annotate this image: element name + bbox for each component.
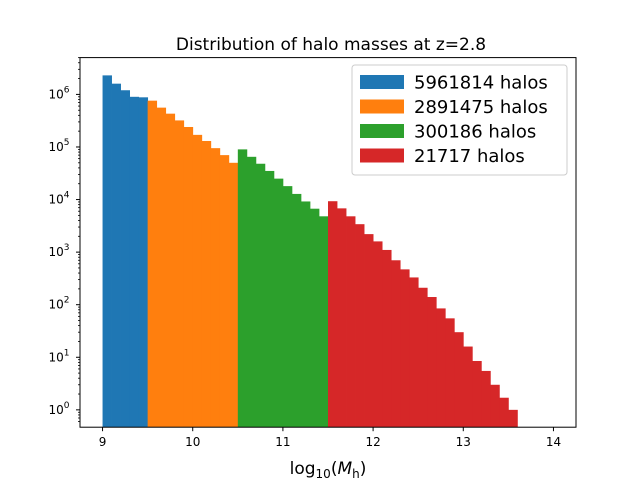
bar-series-2-bin-5 <box>282 186 293 428</box>
bar-series-3-bin-17 <box>481 370 491 428</box>
bar-series-3-bin-6 <box>382 249 392 428</box>
legend-box <box>351 64 568 176</box>
bar-series-3-bin-4 <box>364 234 374 428</box>
y-axis: 100 101 102 103 104 105 106 <box>48 57 80 422</box>
y-tick-label: 104 <box>48 191 69 207</box>
y-tick-label: 102 <box>48 296 69 312</box>
y-tick-label: 105 <box>48 138 69 154</box>
bar-series-3-bin-16 <box>472 360 482 428</box>
legend-label: 5961814 halos <box>414 73 548 94</box>
bar-series-1-bin-3 <box>174 120 185 428</box>
bar-series-2-bin-8 <box>309 208 320 428</box>
x-tick-label: 9 <box>99 435 107 449</box>
legend-label: 300186 halos <box>414 122 536 143</box>
bar-series-1-bin-9 <box>228 162 239 428</box>
x-tick-label: 11 <box>275 435 290 449</box>
bar-series-3-bin-9 <box>409 277 419 428</box>
bar-series-2-bin-4 <box>273 178 284 428</box>
bar-series-3-bin-14 <box>454 332 464 428</box>
bar-series-0-bin-1 <box>111 83 121 428</box>
bar-series-2-bin-3 <box>264 170 275 428</box>
y-tick-label: 100 <box>48 401 69 417</box>
bar-series-1-bin-6 <box>201 140 212 428</box>
bar-series-1-bin-7 <box>210 148 221 428</box>
bar-series-3-bin-10 <box>418 287 428 428</box>
chart-title: Distribution of halo masses at z=2.8 <box>176 35 486 55</box>
y-tick-label: 101 <box>48 348 69 364</box>
legend-swatch <box>360 99 404 114</box>
bar-series-3-bin-5 <box>373 241 383 428</box>
y-tick-label: 103 <box>48 243 69 259</box>
bar-series-1-bin-4 <box>183 126 194 428</box>
legend-label: 21717 halos <box>414 146 525 167</box>
bar-series-3-bin-19 <box>499 397 509 428</box>
bar-series-0-bin-2 <box>120 90 130 428</box>
bar-series-0-bin-3 <box>129 96 140 428</box>
bar-series-2-bin-0 <box>237 149 248 428</box>
bar-series-3-bin-8 <box>400 269 410 428</box>
bar-series-0-bin-0 <box>102 75 112 428</box>
bar-series-3-bin-13 <box>445 318 455 428</box>
bar-series-2-bin-9 <box>318 216 329 428</box>
bar-series-3-bin-15 <box>463 346 473 428</box>
bar-series-3-bin-11 <box>427 297 437 428</box>
bar-series-1-bin-5 <box>192 134 203 428</box>
y-tick-label: 106 <box>48 85 69 101</box>
x-tick-label: 14 <box>546 435 561 449</box>
bar-series-1-bin-1 <box>156 107 167 428</box>
legend-swatch <box>360 148 404 163</box>
plot-frame <box>79 57 577 428</box>
legend: 5961814 halos 2891475 halos 300186 halos 21… <box>351 64 568 176</box>
bars-group <box>102 75 518 428</box>
x-axis-label: log10(Mh) <box>290 459 367 480</box>
bar-series-3-bin-1 <box>337 208 347 428</box>
bar-series-1-bin-0 <box>147 100 158 428</box>
bar-series-0-bin-4 <box>138 97 149 428</box>
bar-series-3-bin-20 <box>508 409 518 428</box>
bar-series-3-bin-3 <box>355 224 365 428</box>
bar-series-3-bin-7 <box>391 260 401 428</box>
x-tick-label: 12 <box>365 435 380 449</box>
bar-series-2-bin-7 <box>300 201 311 428</box>
bar-series-2-bin-2 <box>255 163 266 428</box>
legend-swatch <box>360 75 404 89</box>
bar-series-1-bin-8 <box>219 155 230 428</box>
bar-series-3-bin-2 <box>346 216 356 428</box>
bar-series-3-bin-18 <box>490 384 500 428</box>
legend-label: 2891475 halos <box>414 97 548 118</box>
bar-series-3-bin-0 <box>328 201 338 428</box>
legend-swatch <box>360 124 404 138</box>
x-tick-label: 13 <box>456 435 471 449</box>
x-tick-label: 10 <box>185 435 200 449</box>
bar-series-1-bin-2 <box>165 113 176 428</box>
bar-series-3-bin-12 <box>436 308 446 428</box>
bar-series-2-bin-1 <box>246 156 257 428</box>
x-axis: 9 10 11 12 13 14 <box>99 427 561 449</box>
bar-series-2-bin-6 <box>291 193 302 428</box>
